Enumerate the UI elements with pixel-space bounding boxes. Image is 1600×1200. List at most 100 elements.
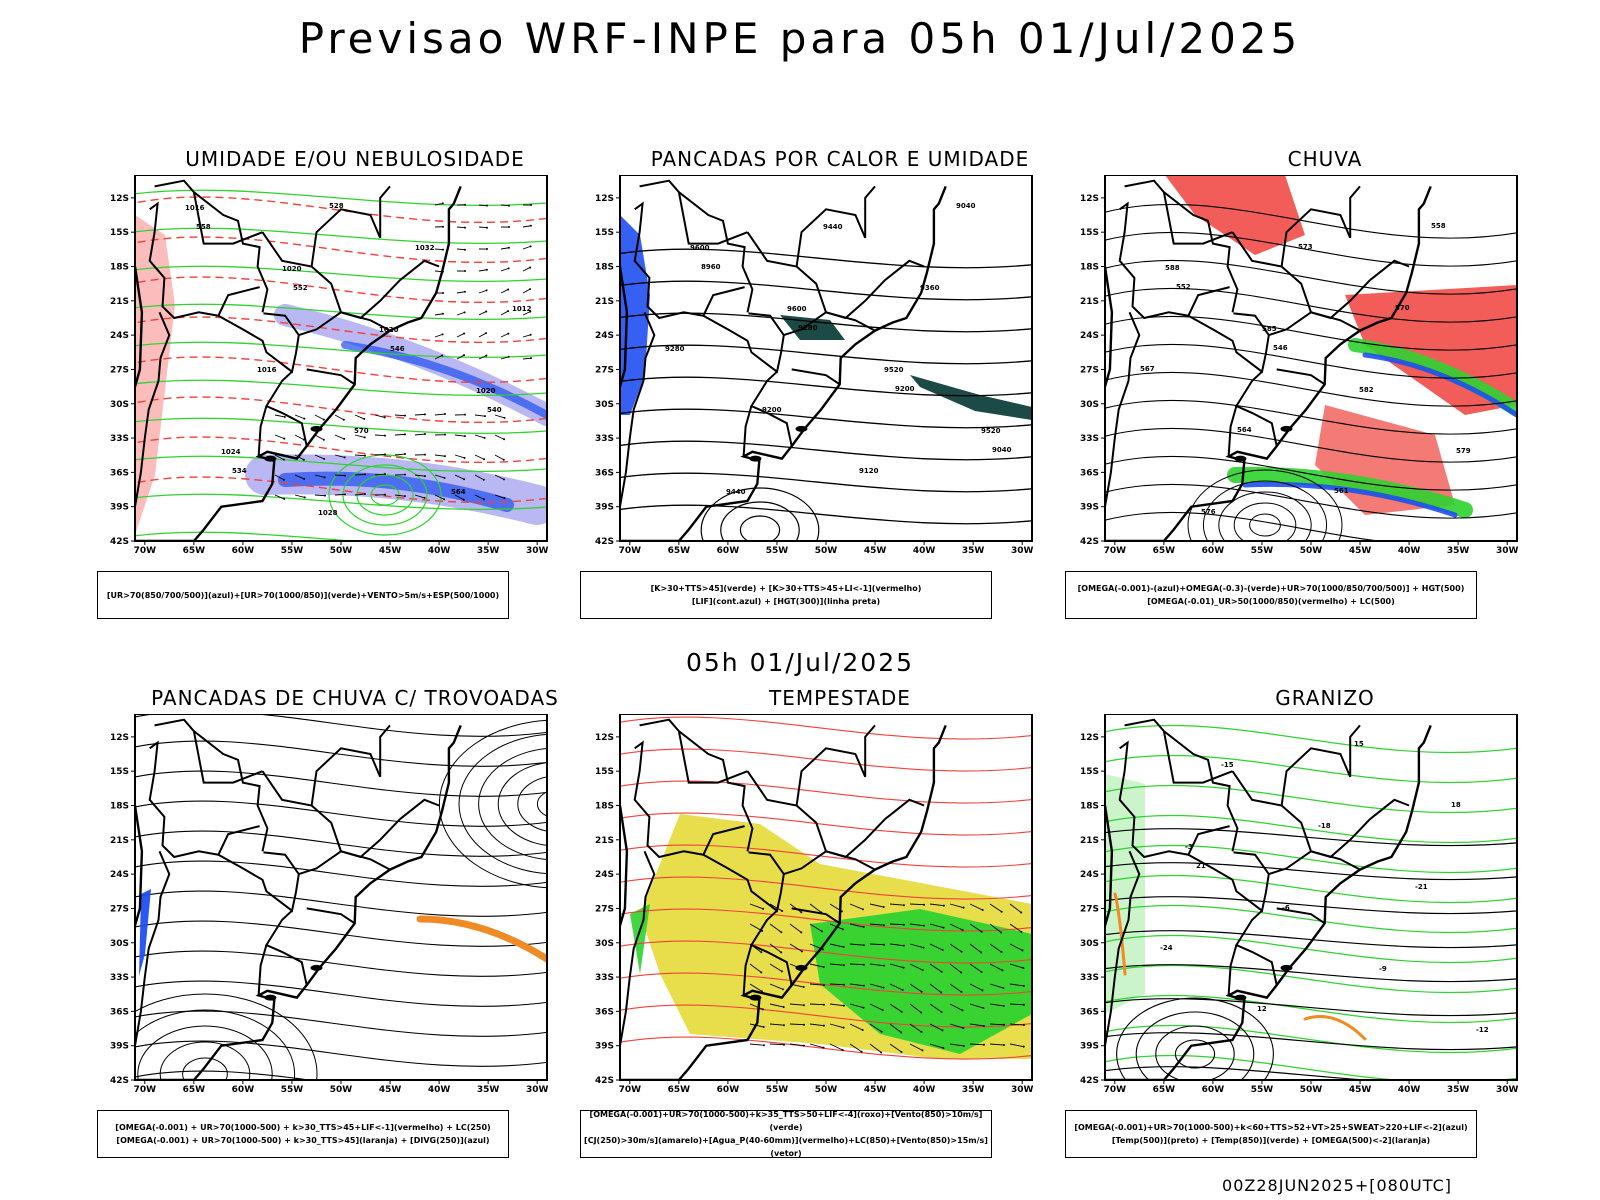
map-tempestade: 12S 15S 18S 21S 24S 27S 30S 33S 36S 39S 42S 70W 65W 6…	[595, 714, 1033, 1095]
svg-text:-15: -15	[1221, 761, 1234, 769]
svg-text:561: 561	[1334, 487, 1349, 495]
legend-tempestade: [OMEGA(-0.001)+UR>70(1000-500)+k>35_TTS>…	[580, 1110, 992, 1158]
legend-line: [Temp(500)](preto) + [Temp(850)](verde) …	[1111, 1136, 1431, 1145]
svg-text:15: 15	[1354, 740, 1364, 748]
lon-tick-label: 35W	[477, 1085, 500, 1095]
lon-tick-label: 50W	[1300, 546, 1323, 556]
lat-tick-label: 15S	[595, 767, 614, 777]
lon-tick-label: 60W	[1202, 1085, 1225, 1095]
lon-tick-label: 65W	[1153, 1085, 1176, 1095]
svg-text:9440: 9440	[823, 223, 843, 231]
lat-tick-label: 27S	[595, 904, 614, 914]
svg-text:9440: 9440	[726, 488, 746, 496]
lon-tick-label: 55W	[1251, 546, 1274, 556]
lat-tick-label: 30S	[1080, 939, 1099, 949]
svg-text:9200: 9200	[895, 385, 915, 393]
panel-trovoadas: PANCADAS DE CHUVA C/ TROVOADAS 12S 15S 18S…	[95, 686, 615, 1158]
lat-tick-label: 30S	[110, 939, 129, 949]
legend-pancadas-calor: [K>30+TTS>45](verde) + [K>30+TTS>45+LI<-…	[580, 571, 992, 619]
svg-text:1020: 1020	[379, 326, 399, 334]
lat-tick-label: 42S	[110, 1076, 129, 1086]
svg-text:546: 546	[390, 345, 405, 353]
lat-tick-label: 24S	[595, 331, 614, 341]
lon-tick-label: 50W	[330, 546, 353, 556]
panel-umidade: UMIDADE E/OU NEBULOSIDADE 1016 1020 1020 10…	[95, 147, 615, 619]
svg-text:-9: -9	[1379, 965, 1387, 973]
lon-tick-label: 70W	[134, 1085, 157, 1095]
map-chuva: 588 585 582 579 576 573 570 567 564 561 558 552 546 1…	[1080, 175, 1518, 556]
lat-tick-label: 12S	[595, 733, 614, 743]
lat-tick-label: 24S	[110, 870, 129, 880]
lat-tick-label: 27S	[110, 904, 129, 914]
map-trovoadas: 12S 15S 18S 21S 24S 27S 30S 33S 36S 39S 42S 70W 65W 6…	[110, 714, 548, 1095]
lon-tick-label: 40W	[913, 546, 936, 556]
lat-tick-label: 15S	[1080, 228, 1099, 238]
lat-tick-label: 33S	[595, 434, 614, 444]
lat-tick-label: 39S	[595, 1042, 614, 1052]
svg-text:558: 558	[1431, 222, 1446, 230]
legend-trovoadas: [OMEGA(-0.001) + UR>70(1000-500) + k>30_…	[97, 1110, 509, 1158]
svg-text:1016: 1016	[257, 366, 277, 374]
lon-tick-label: 60W	[1202, 546, 1225, 556]
svg-text:-18: -18	[1318, 822, 1331, 830]
lat-tick-label: 30S	[595, 400, 614, 410]
panel-chuva: CHUVA 588 585 582 579 576 573 570 567 564 561 558 5…	[1065, 147, 1585, 619]
lon-tick-label: 40W	[428, 1085, 451, 1095]
lon-tick-label: 55W	[766, 1085, 789, 1095]
svg-text:-12: -12	[1476, 1026, 1489, 1034]
lon-tick-label: 55W	[281, 546, 304, 556]
svg-text:-3: -3	[1185, 843, 1193, 851]
lon-tick-label: 50W	[815, 546, 838, 556]
lat-tick-label: 27S	[1080, 904, 1099, 914]
map-umidade: 1016 1020 1020 1020 1024 1028 1032 1012 1016 570 5…	[110, 175, 548, 556]
legend-chuva: [OMEGA(-0.001)-(azul)+OMEGA(-0.3)-(verde…	[1065, 571, 1477, 619]
legend-line: [OMEGA(-0.001) + UR>70(1000-500) + k>30_…	[115, 1123, 491, 1132]
lat-tick-label: 42S	[595, 1076, 614, 1086]
lat-tick-label: 42S	[110, 537, 129, 547]
lon-tick-label: 45W	[379, 1085, 402, 1095]
svg-text:9040: 9040	[992, 446, 1012, 454]
legend-line: [OMEGA(-0.001)+UR>70(1000-500)+k<60+TTS>…	[1074, 1123, 1468, 1132]
svg-text:9280: 9280	[798, 324, 818, 332]
lon-tick-label: 50W	[1300, 1085, 1323, 1095]
svg-text:9280: 9280	[665, 345, 685, 353]
legend-line: [CJ(250)>30m/s](amarelo)+[Agua_P(40-60mm…	[584, 1136, 988, 1158]
lat-tick-label: 18S	[110, 802, 129, 812]
lat-tick-label: 21S	[595, 297, 614, 307]
lat-tick-label: 24S	[110, 331, 129, 341]
lat-tick-label: 27S	[1080, 365, 1099, 375]
lat-tick-label: 33S	[1080, 434, 1099, 444]
lat-tick-label: 18S	[110, 263, 129, 273]
lat-tick-label: 39S	[110, 503, 129, 513]
svg-text:9600: 9600	[787, 305, 807, 313]
lon-tick-label: 40W	[428, 546, 451, 556]
svg-text:-24: -24	[1160, 944, 1173, 952]
lon-tick-label: 55W	[766, 546, 789, 556]
svg-text:564: 564	[1237, 426, 1252, 434]
svg-text:9200: 9200	[762, 406, 782, 414]
svg-text:588: 588	[1165, 264, 1180, 272]
svg-text:570: 570	[1395, 304, 1410, 312]
lon-tick-label: 30W	[1011, 546, 1034, 556]
svg-text:1020: 1020	[476, 387, 496, 395]
legend-line: [OMEGA(-0.001) + UR>70(1000-500) + k>30_…	[116, 1136, 490, 1145]
svg-text:1012: 1012	[512, 305, 532, 313]
svg-text:9520: 9520	[884, 366, 904, 374]
svg-text:-21: -21	[1415, 883, 1428, 891]
lon-tick-label: 35W	[1447, 1085, 1470, 1095]
svg-text:1028: 1028	[318, 509, 338, 517]
legend-line: [OMEGA(-0.001)+UR>70(1000-500)+k>35_TTS>…	[589, 1110, 983, 1132]
svg-text:567: 567	[1140, 365, 1155, 373]
lon-tick-label: 50W	[815, 1085, 838, 1095]
lon-tick-label: 55W	[1251, 1085, 1274, 1095]
lon-tick-label: 45W	[1349, 546, 1372, 556]
lon-tick-label: 45W	[864, 546, 887, 556]
panel-title: UMIDADE E/OU NEBULOSIDADE	[185, 147, 525, 171]
legend-granizo: [OMEGA(-0.001)+UR>70(1000-500)+k<60+TTS>…	[1065, 1110, 1477, 1158]
svg-text:585: 585	[1262, 325, 1277, 333]
lat-tick-label: 39S	[595, 503, 614, 513]
legend-umidade: [UR>70(850/700/500)](azul)+[UR>70(1000/8…	[97, 571, 509, 619]
lon-tick-label: 35W	[962, 1085, 985, 1095]
lat-tick-label: 39S	[1080, 1042, 1099, 1052]
svg-text:528: 528	[329, 202, 344, 210]
